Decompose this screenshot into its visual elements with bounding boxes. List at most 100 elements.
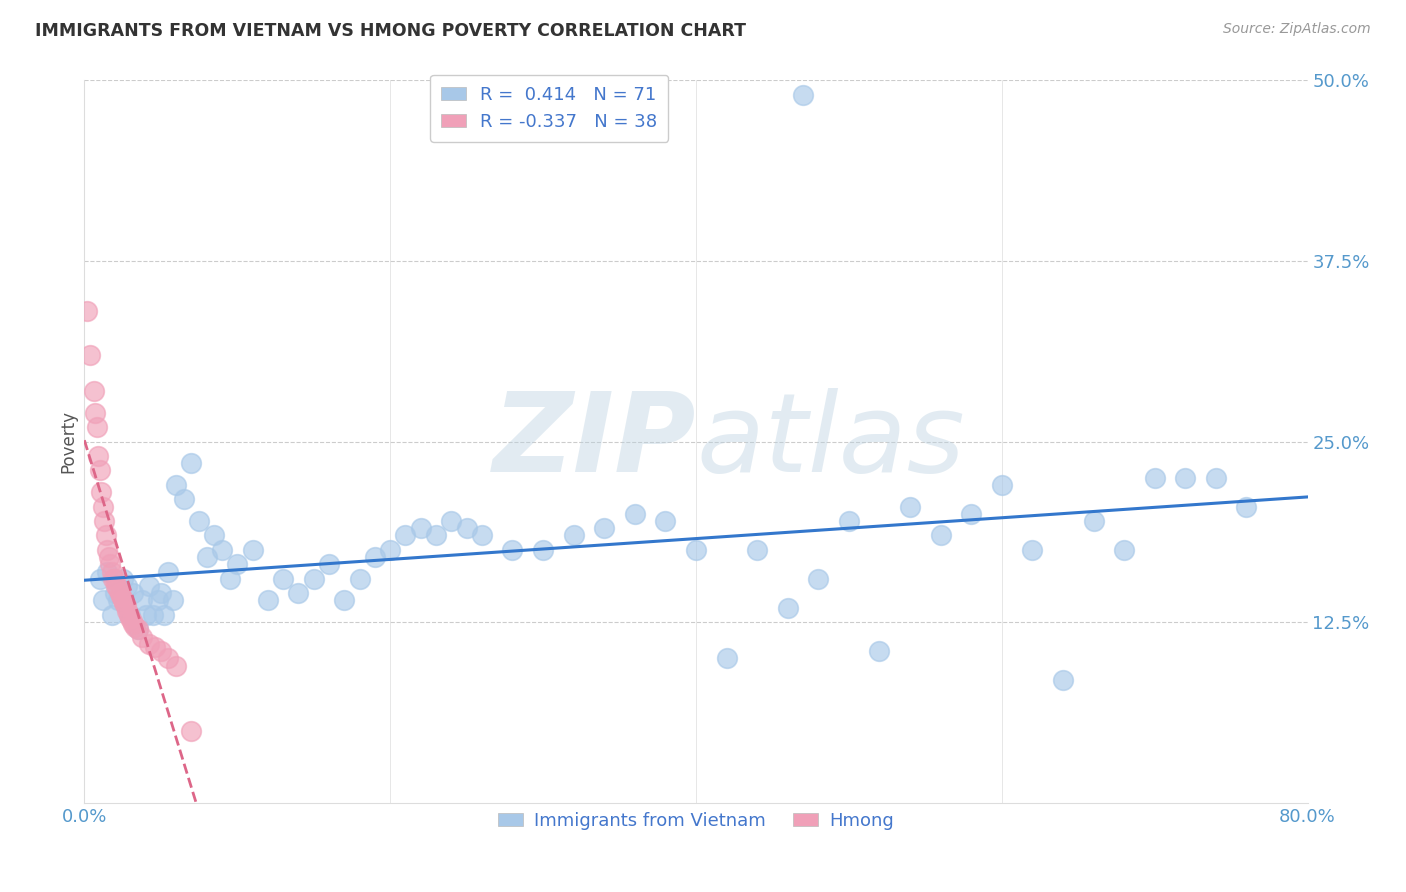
Point [173, 492, 195, 507]
Point [103, 572, 125, 586]
Text: atlas: atlas [696, 388, 965, 495]
Point [79, 348, 101, 362]
Point [1114, 542, 1136, 557]
Point [114, 599, 136, 614]
Point [162, 593, 184, 607]
Point [685, 542, 707, 557]
Point [1174, 470, 1197, 484]
Point [593, 521, 616, 535]
Point [96, 542, 118, 557]
Point [1021, 542, 1043, 557]
Point [195, 550, 218, 565]
Legend: Immigrants from Vietnam, Hmong: Immigrants from Vietnam, Hmong [491, 805, 901, 837]
Point [440, 514, 463, 528]
Point [135, 607, 157, 622]
Point [202, 528, 225, 542]
Point [115, 579, 138, 593]
Point [456, 521, 478, 535]
Point [142, 607, 165, 622]
Point [121, 614, 143, 628]
Point [89, 572, 111, 586]
Point [898, 500, 921, 514]
Point [747, 542, 769, 557]
Point [104, 572, 127, 586]
Point [83, 384, 105, 398]
Point [1236, 500, 1258, 514]
Point [120, 607, 142, 622]
Point [157, 565, 180, 579]
Point [165, 658, 187, 673]
Point [89, 463, 111, 477]
Point [138, 579, 160, 593]
Point [776, 600, 799, 615]
Point [122, 586, 145, 600]
Point [131, 593, 153, 607]
Point [149, 586, 172, 600]
Point [188, 514, 211, 528]
Point [124, 619, 146, 633]
Point [287, 586, 309, 600]
Point [180, 723, 202, 738]
Point [90, 485, 112, 500]
Point [98, 558, 121, 572]
Text: IMMIGRANTS FROM VIETNAM VS HMONG POVERTY CORRELATION CHART: IMMIGRANTS FROM VIETNAM VS HMONG POVERTY… [35, 22, 747, 40]
Point [624, 507, 647, 521]
Point [108, 586, 131, 600]
Text: Source: ZipAtlas.com: Source: ZipAtlas.com [1223, 22, 1371, 37]
Point [104, 586, 127, 600]
Point [96, 565, 118, 579]
Point [991, 478, 1014, 492]
Point [87, 449, 110, 463]
Point [131, 630, 153, 644]
Point [425, 528, 447, 542]
Point [84, 406, 107, 420]
Point [929, 528, 952, 542]
Point [502, 542, 524, 557]
Point [107, 593, 129, 607]
Point [143, 640, 166, 654]
Point [86, 420, 108, 434]
Point [1052, 673, 1074, 687]
Point [101, 565, 124, 579]
Point [165, 478, 187, 492]
Point [257, 593, 280, 607]
Point [1143, 470, 1166, 484]
Point [1083, 514, 1105, 528]
Point [302, 572, 325, 586]
Point [471, 528, 494, 542]
Point [792, 87, 814, 102]
Point [115, 604, 138, 618]
Point [97, 550, 120, 565]
Point [869, 644, 891, 658]
Point [654, 514, 676, 528]
Point [242, 542, 264, 557]
Point [157, 651, 180, 665]
Point [127, 623, 149, 637]
Point [107, 582, 129, 596]
Point [562, 528, 585, 542]
Point [960, 507, 983, 521]
Point [93, 514, 115, 528]
Point [211, 542, 233, 557]
Point [111, 572, 134, 586]
Point [122, 616, 145, 631]
Point [105, 579, 128, 593]
Point [94, 528, 117, 542]
Point [101, 607, 124, 622]
Point [318, 558, 340, 572]
Point [111, 593, 134, 607]
Text: ZIP: ZIP [492, 388, 696, 495]
Point [120, 611, 142, 625]
Point [531, 542, 554, 557]
Point [807, 572, 830, 586]
Point [364, 550, 387, 565]
Point [716, 651, 738, 665]
Point [180, 456, 202, 470]
Point [271, 572, 294, 586]
Point [146, 593, 169, 607]
Point [226, 558, 249, 572]
Point [394, 528, 416, 542]
Y-axis label: Poverty: Poverty [59, 410, 77, 473]
Point [91, 593, 114, 607]
Point [118, 607, 141, 622]
